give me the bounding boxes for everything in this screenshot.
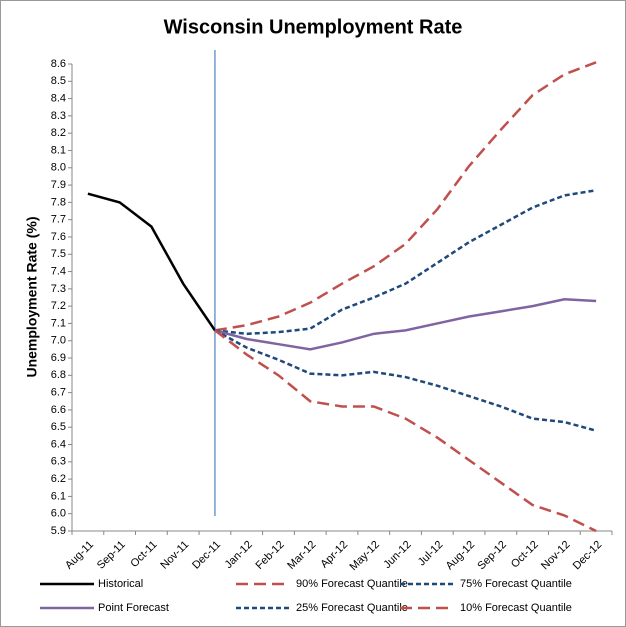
y-tick-label: 7.8 [51, 196, 66, 208]
series-line [214, 61, 597, 332]
y-tick-label: 7.3 [51, 283, 66, 295]
y-tick-label: 7.4 [51, 265, 66, 277]
y-tick-label: 7.7 [51, 214, 66, 226]
y-tick-label: 8.0 [51, 162, 66, 174]
legend-label: Point Forecast [98, 602, 169, 614]
y-tick-label: 7.2 [51, 300, 66, 312]
y-tick-label: 7.1 [51, 317, 66, 329]
y-axis-title: Unemployment Rate (%) [24, 216, 40, 377]
y-tick-label: 8.4 [51, 92, 66, 104]
y-tick-label: 6.0 [51, 508, 66, 520]
y-tick-label: 7.6 [51, 231, 66, 243]
y-tick-label: 6.3 [51, 456, 66, 468]
y-tick-label: 6.7 [51, 387, 66, 399]
y-tick-label: 6.2 [51, 473, 66, 485]
series-line [214, 189, 597, 336]
y-tick-label: 7.0 [51, 335, 66, 347]
y-tick-label: 6.6 [51, 404, 66, 416]
y-tick-label: 6.9 [51, 352, 66, 364]
y-tick-label: 6.5 [51, 421, 66, 433]
y-tick-label: 8.1 [51, 144, 66, 156]
series-line [214, 297, 597, 351]
y-tick-label: 8.5 [51, 75, 66, 87]
series-line [214, 329, 597, 533]
y-tick-label: 7.5 [51, 248, 66, 260]
y-tick-label: 8.2 [51, 127, 66, 139]
y-tick-label: 8.6 [51, 58, 66, 70]
legend-label: 10% Forecast Quantile [460, 602, 572, 614]
y-tick-label: 6.4 [51, 438, 66, 450]
chart-title: Wisconsin Unemployment Rate [164, 16, 463, 38]
y-tick-label: 6.1 [51, 490, 66, 502]
series-line [214, 329, 597, 432]
y-tick-label: 7.9 [51, 179, 66, 191]
legend-label: 90% Forecast Quantile [296, 578, 408, 590]
legend-label: 25% Forecast Quantile [296, 602, 408, 614]
y-tick-label: 5.9 [51, 525, 66, 537]
series-line [87, 192, 216, 332]
y-tick-label: 6.8 [51, 369, 66, 381]
legend-label: Historical [98, 578, 143, 590]
legend-label: 75% Forecast Quantile [460, 578, 572, 590]
y-tick-label: 8.3 [51, 110, 66, 122]
